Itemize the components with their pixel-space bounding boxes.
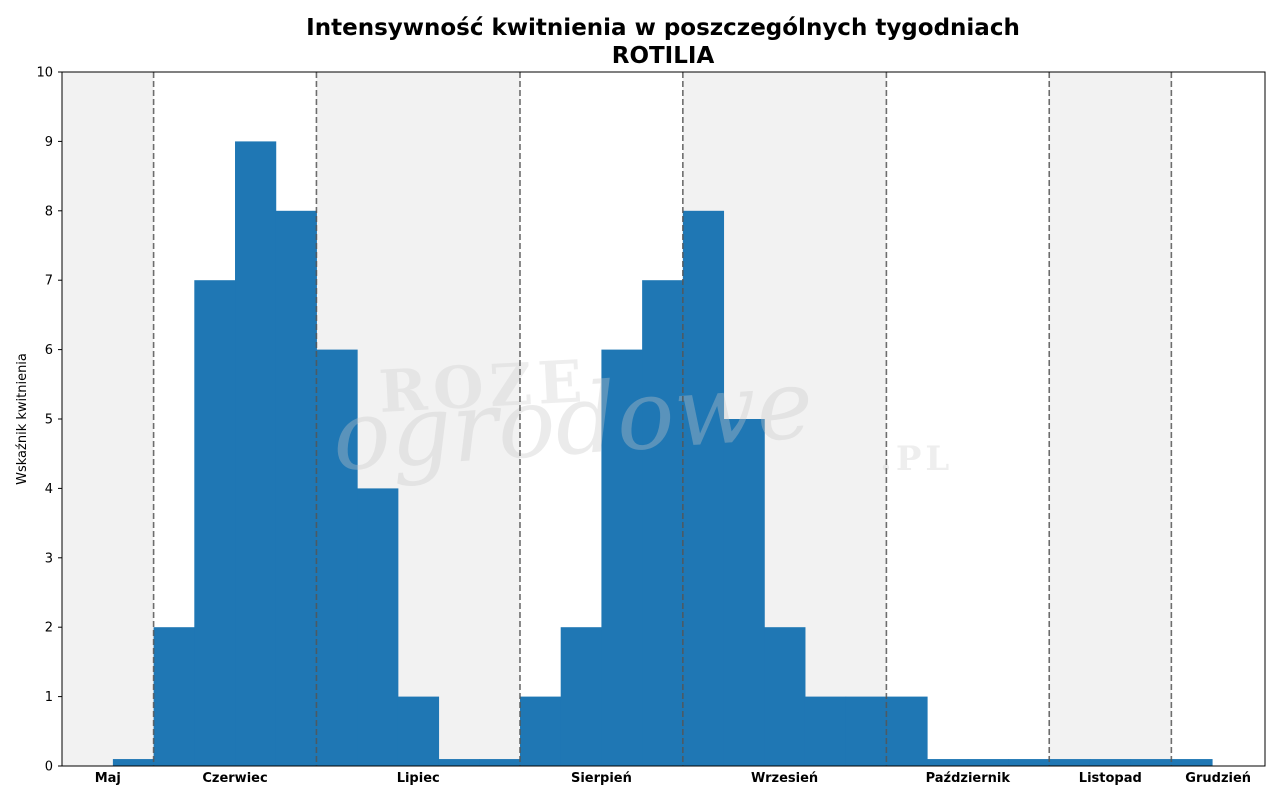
month-band [1049, 72, 1172, 766]
y-tick-label: 7 [45, 274, 53, 289]
bar [438, 759, 480, 766]
y-tick-label: 2 [45, 621, 53, 636]
y-tick-label: 9 [45, 135, 53, 150]
y-tick-label: 1 [45, 690, 53, 705]
bar [357, 488, 399, 766]
month-label: Wrzesień [751, 771, 818, 786]
month-label: Październik [926, 771, 1011, 786]
bar [316, 349, 358, 766]
bar [642, 280, 684, 766]
bar [1171, 759, 1213, 766]
month-label: Sierpień [571, 771, 632, 786]
month-band [886, 72, 1050, 766]
bar [845, 696, 887, 766]
month-label: Lipiec [397, 771, 440, 786]
bar [682, 210, 725, 767]
y-tick-label: 4 [45, 482, 53, 497]
y-tick-label: 10 [36, 66, 53, 81]
bar [927, 759, 969, 766]
y-tick-label: 0 [45, 760, 53, 775]
bar [397, 696, 440, 766]
bar [723, 419, 765, 766]
svg-text:ROZE: ROZE [377, 347, 590, 426]
bar [194, 280, 236, 766]
month-label: Listopad [1079, 771, 1142, 786]
bar [1008, 759, 1050, 766]
bar [804, 696, 847, 766]
bar [1089, 759, 1132, 766]
bar [275, 210, 317, 767]
bar [112, 759, 155, 766]
bar [519, 696, 562, 766]
bar [560, 627, 602, 766]
month-label: Czerwiec [202, 771, 267, 786]
bar [886, 696, 928, 766]
watermark-logo: ROZE ogrodowe .PL [329, 347, 953, 493]
bar [479, 759, 521, 766]
bar [1130, 759, 1172, 766]
month-band [62, 72, 154, 766]
bar [235, 141, 277, 766]
bar [601, 349, 643, 766]
y-tick-label: 8 [45, 204, 53, 219]
svg-text:.PL: .PL [880, 439, 953, 479]
bar [967, 759, 1010, 766]
y-axis-label: Wskaźnik kwitnienia [15, 353, 30, 485]
y-tick-label: 6 [45, 343, 53, 358]
chart-title: Intensywność kwitnienia w poszczególnych… [306, 15, 1020, 41]
month-label: Grudzień [1185, 771, 1251, 786]
y-tick-label: 5 [45, 413, 53, 428]
bar [153, 627, 195, 766]
month-label: Maj [95, 771, 121, 786]
chart-subtitle: ROTILIA [612, 43, 715, 69]
y-tick-label: 3 [45, 551, 53, 566]
bar [764, 627, 806, 766]
bar [1049, 759, 1091, 766]
month-band [1171, 72, 1265, 766]
